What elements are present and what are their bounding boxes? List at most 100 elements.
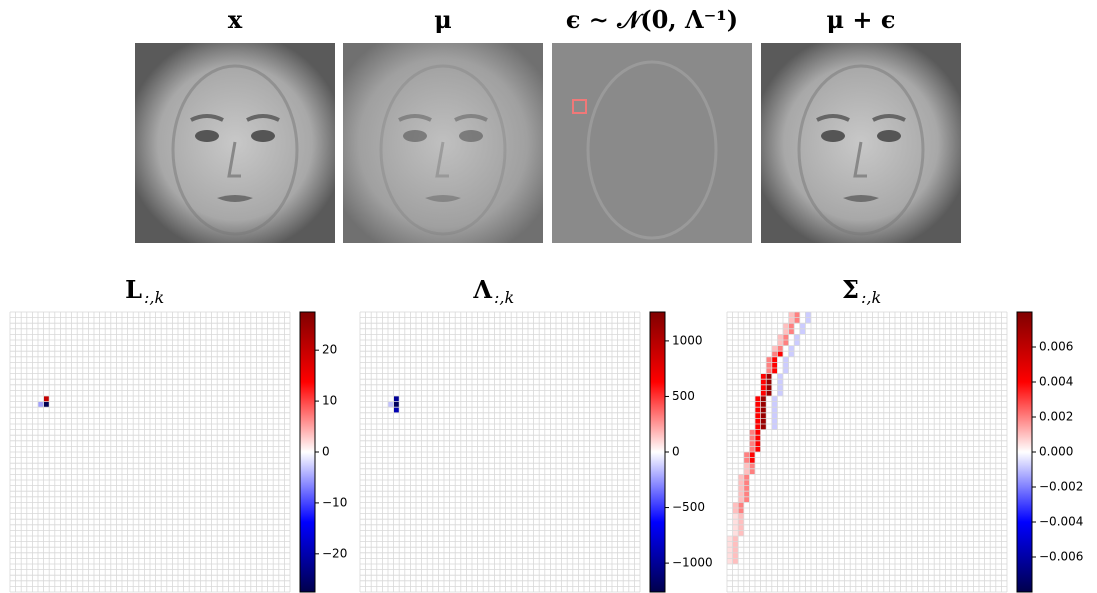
colorbar-tick-label: 0.002	[1039, 410, 1073, 424]
heatmap-cell	[760, 390, 767, 396]
heatmap-cell	[743, 468, 750, 475]
colorbar	[1016, 311, 1033, 593]
heatmap-cell	[783, 340, 789, 346]
heatmap-cell	[749, 463, 755, 469]
heatmap-cell	[738, 513, 744, 520]
heatmap-cell	[388, 401, 394, 408]
heatmap-cell	[738, 480, 744, 486]
heatmap-cell	[788, 312, 795, 318]
heatmap-cell	[732, 519, 739, 525]
heatmap-cell	[732, 541, 739, 548]
heatmap-cell	[755, 440, 761, 447]
image-title: μ	[434, 5, 452, 34]
chart-title-subscript: :,k	[861, 288, 881, 307]
heatmap-cell	[738, 491, 744, 497]
image-mu-plus-epsilon	[761, 43, 961, 243]
image-title: ϵ ∼ 𝒩(0, Λ⁻¹)	[566, 5, 738, 34]
heatmap-cell	[766, 362, 772, 368]
heatmap-cell	[805, 312, 811, 318]
heatmap-cell	[43, 396, 50, 402]
heatmap-cell	[799, 328, 806, 335]
colorbar-tick-label: 0	[672, 445, 680, 459]
colorbar-tick-label: −10	[322, 495, 347, 509]
heatmap-cell	[766, 356, 772, 363]
heatmap-cell	[749, 429, 755, 436]
heatmap-cell	[794, 317, 800, 324]
chart-title: Σ	[842, 275, 859, 304]
heatmap-cell	[771, 424, 778, 430]
heatmap-cell	[738, 496, 744, 503]
heatmap-cell	[771, 368, 778, 374]
colorbar-tick-label: 20	[322, 343, 337, 357]
heatmap-cell	[783, 323, 789, 329]
image-title: μ + ϵ	[827, 5, 896, 34]
colorbar	[649, 311, 666, 593]
heatmap-cell	[755, 412, 761, 419]
heatmap-cell	[738, 508, 744, 514]
heatmap-cell	[788, 323, 795, 329]
heatmap-cell	[783, 328, 789, 335]
colorbar-tick-label: 10	[322, 394, 337, 408]
heatmap-cell	[794, 334, 800, 340]
heatmap-cell	[771, 401, 778, 408]
heatmap-cell	[777, 373, 783, 380]
heatmap-cell	[727, 547, 733, 553]
heatmap-cell	[743, 474, 750, 480]
heatmap	[9, 311, 291, 593]
heatmap-cell	[732, 530, 739, 536]
heatmap-cell	[749, 446, 755, 452]
heatmap-cell	[727, 541, 733, 548]
heatmap-cell	[732, 536, 739, 542]
heatmap-cell	[749, 457, 755, 464]
colorbar-tick-label: −0.002	[1039, 480, 1083, 494]
heatmap-cell	[777, 384, 783, 391]
heatmap-cell	[788, 345, 795, 352]
heatmap-cell	[766, 384, 772, 391]
heatmap	[359, 311, 641, 593]
heatmap-cell	[755, 424, 761, 430]
heatmap	[726, 311, 1008, 593]
heatmap-cell	[732, 524, 739, 531]
colorbar-tick-label: 500	[672, 389, 695, 403]
heatmap-cell	[788, 328, 795, 335]
heatmap-cell	[760, 396, 767, 402]
heatmap-cell	[393, 401, 400, 408]
heatmap-cell	[743, 485, 750, 492]
heatmap-cell	[760, 384, 767, 391]
heatmap-cell	[777, 351, 783, 357]
heatmap-cell	[760, 412, 767, 419]
colorbar-tick-label: 1000	[672, 333, 703, 347]
heatmap-cell	[766, 373, 772, 380]
heatmap-cell	[794, 340, 800, 346]
heatmap-cell	[755, 407, 761, 413]
colorbar-tick-label: −1000	[672, 556, 713, 570]
heatmap-cell	[760, 418, 767, 424]
colorbar-tick-label: 0.000	[1039, 445, 1073, 459]
image-title: x	[228, 5, 243, 34]
heatmap-cell	[755, 401, 761, 408]
image-x	[135, 43, 335, 243]
heatmap-cell	[749, 440, 755, 447]
heatmap-cell	[749, 468, 755, 475]
heatmap-cell	[788, 317, 795, 324]
heatmap-cell	[743, 452, 750, 458]
colorbar-tick-label: −0.006	[1039, 550, 1083, 564]
chart-title-subscript: :,k	[144, 288, 164, 307]
heatmap-cell	[743, 491, 750, 497]
heatmap-cell	[771, 362, 778, 368]
heatmap-cell	[771, 412, 778, 419]
heatmap-cell	[738, 502, 744, 508]
heatmap-cell	[732, 502, 739, 508]
heatmap-cell	[755, 435, 761, 441]
heatmap-cell	[738, 519, 744, 525]
heatmap-cell	[771, 407, 778, 413]
heatmap-cell	[755, 396, 761, 402]
image-epsilon	[552, 43, 752, 243]
heatmap-cell	[760, 379, 767, 385]
heatmap-cell	[788, 351, 795, 357]
heatmap-cell	[732, 513, 739, 520]
colorbar-tick-label: −20	[322, 546, 347, 560]
heatmap-cell	[732, 552, 739, 559]
heatmap-cell	[777, 345, 783, 352]
